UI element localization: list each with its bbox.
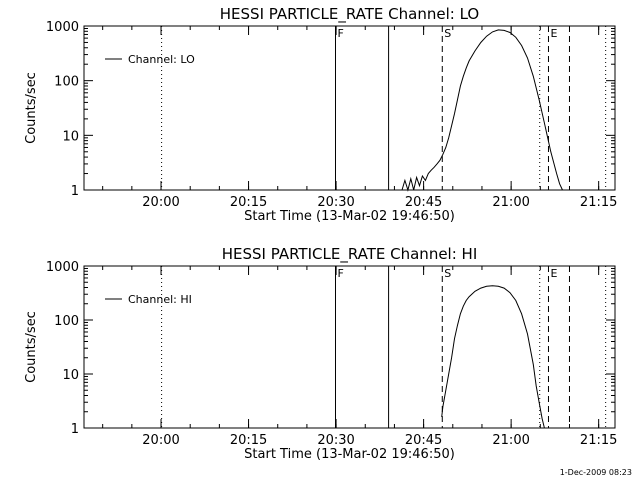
x-tick-label: 20:30 xyxy=(317,433,354,448)
x-tick-label: 20:30 xyxy=(317,195,354,210)
plot-frame xyxy=(83,25,616,191)
y-tick-label: 10 xyxy=(62,129,79,144)
y-tick-label: 1000 xyxy=(46,20,79,35)
x-axis-label: Start Time (13-Mar-02 19:46:50) xyxy=(244,447,455,462)
plot-frame xyxy=(83,265,616,429)
x-tick-label: 21:00 xyxy=(492,433,529,448)
y-tick-label: 1000 xyxy=(46,260,79,275)
x-tick-label: 20:00 xyxy=(142,195,179,210)
marker-label: F xyxy=(337,267,343,280)
legend-label: Channel: LO xyxy=(128,53,195,66)
marker-label: F xyxy=(337,27,343,40)
x-tick-label: 20:45 xyxy=(405,195,442,210)
chart-title: HESSI PARTICLE_RATE Channel: LO xyxy=(220,5,479,24)
x-axis-label: Start Time (13-Mar-02 19:46:50) xyxy=(244,209,455,224)
x-tick-label: 20:15 xyxy=(230,195,267,210)
marker-label: E xyxy=(550,27,557,40)
x-tick-label: 21:15 xyxy=(580,433,617,448)
x-tick-label: 21:15 xyxy=(580,195,617,210)
y-tick-label: 100 xyxy=(54,314,79,329)
marker-label: E xyxy=(550,267,557,280)
y-tick-label: 100 xyxy=(54,75,79,90)
y-tick-label: 10 xyxy=(62,368,79,383)
date-stamp: 1-Dec-2009 08:23 xyxy=(559,468,632,477)
y-axis-label: Counts/sec xyxy=(24,311,39,383)
x-tick-label: 21:00 xyxy=(492,195,529,210)
series-line xyxy=(441,285,545,429)
series-line xyxy=(401,29,563,192)
x-tick-label: 20:00 xyxy=(142,433,179,448)
x-tick-label: 20:15 xyxy=(230,433,267,448)
chart-title: HESSI PARTICLE_RATE Channel: HI xyxy=(222,245,478,264)
marker-label: S xyxy=(444,267,451,280)
y-tick-label: 1 xyxy=(71,184,79,199)
x-tick-label: 20:45 xyxy=(405,433,442,448)
legend-label: Channel: HI xyxy=(128,293,192,306)
marker-label: S xyxy=(444,27,451,40)
y-axis-label: Counts/sec xyxy=(24,72,39,144)
y-tick-label: 1 xyxy=(71,422,79,437)
